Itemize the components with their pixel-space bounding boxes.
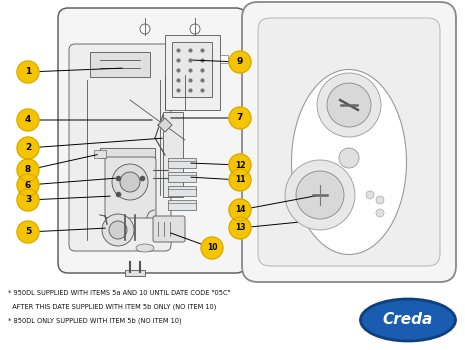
Bar (94, 150, 106, 158)
Circle shape (229, 154, 251, 176)
Bar (168, 200, 196, 210)
Text: Creda: Creda (383, 313, 433, 328)
Text: 4: 4 (25, 116, 31, 125)
Circle shape (17, 174, 39, 196)
Circle shape (229, 217, 251, 239)
Text: 8: 8 (25, 166, 31, 175)
Text: 7: 7 (237, 113, 243, 122)
Circle shape (296, 171, 344, 219)
Circle shape (229, 199, 251, 221)
FancyBboxPatch shape (69, 44, 171, 251)
Text: 3: 3 (25, 196, 31, 204)
Circle shape (17, 61, 39, 83)
Text: * 950DL SUPPLIED WITH ITEMS 5a AND 10 UNTIL DATE CODE "05C": * 950DL SUPPLIED WITH ITEMS 5a AND 10 UN… (8, 290, 231, 296)
Ellipse shape (360, 299, 456, 341)
Text: 5: 5 (25, 228, 31, 237)
Bar (168, 186, 196, 196)
Ellipse shape (292, 70, 406, 254)
Circle shape (366, 191, 374, 199)
Bar (125, 270, 145, 276)
Text: 10: 10 (207, 244, 217, 252)
Circle shape (112, 164, 148, 200)
Circle shape (17, 159, 39, 181)
Circle shape (109, 221, 127, 239)
FancyBboxPatch shape (105, 157, 156, 218)
Text: 1: 1 (25, 68, 31, 77)
Circle shape (17, 109, 39, 131)
Text: 11: 11 (235, 175, 245, 184)
Text: 2: 2 (25, 144, 31, 153)
Circle shape (376, 196, 384, 204)
Text: 9: 9 (237, 57, 243, 66)
Circle shape (317, 73, 381, 137)
Bar (168, 172, 196, 182)
FancyBboxPatch shape (58, 8, 246, 273)
Circle shape (102, 214, 134, 246)
Circle shape (17, 137, 39, 159)
Circle shape (229, 169, 251, 191)
Circle shape (190, 24, 200, 34)
Circle shape (285, 160, 355, 230)
Bar (172, 42, 212, 97)
Text: AFTER THIS DATE SUPPLIED WITH ITEM 5b ONLY (NO ITEM 10): AFTER THIS DATE SUPPLIED WITH ITEM 5b ON… (8, 304, 216, 310)
Text: 14: 14 (235, 205, 245, 215)
Circle shape (327, 83, 371, 127)
Text: 13: 13 (235, 224, 245, 232)
Text: 12: 12 (235, 161, 245, 169)
Circle shape (229, 107, 251, 129)
FancyBboxPatch shape (153, 216, 185, 242)
Circle shape (339, 148, 359, 168)
Text: 6: 6 (25, 181, 31, 189)
Circle shape (17, 221, 39, 243)
Ellipse shape (136, 244, 154, 252)
Bar (168, 158, 196, 168)
FancyBboxPatch shape (242, 2, 456, 282)
Circle shape (140, 24, 150, 34)
Circle shape (229, 51, 251, 73)
Bar (220, 55, 228, 63)
Circle shape (376, 209, 384, 217)
Polygon shape (158, 118, 172, 132)
Bar (100, 148, 155, 158)
Circle shape (201, 237, 223, 259)
FancyBboxPatch shape (258, 18, 440, 266)
Bar (165, 35, 220, 110)
Text: * 850DL ONLY SUPPLIED WITH ITEM 5b (NO ITEM 10): * 850DL ONLY SUPPLIED WITH ITEM 5b (NO I… (8, 318, 182, 324)
Bar (163, 112, 183, 197)
Circle shape (120, 172, 140, 192)
Bar (90, 52, 150, 77)
Circle shape (17, 189, 39, 211)
